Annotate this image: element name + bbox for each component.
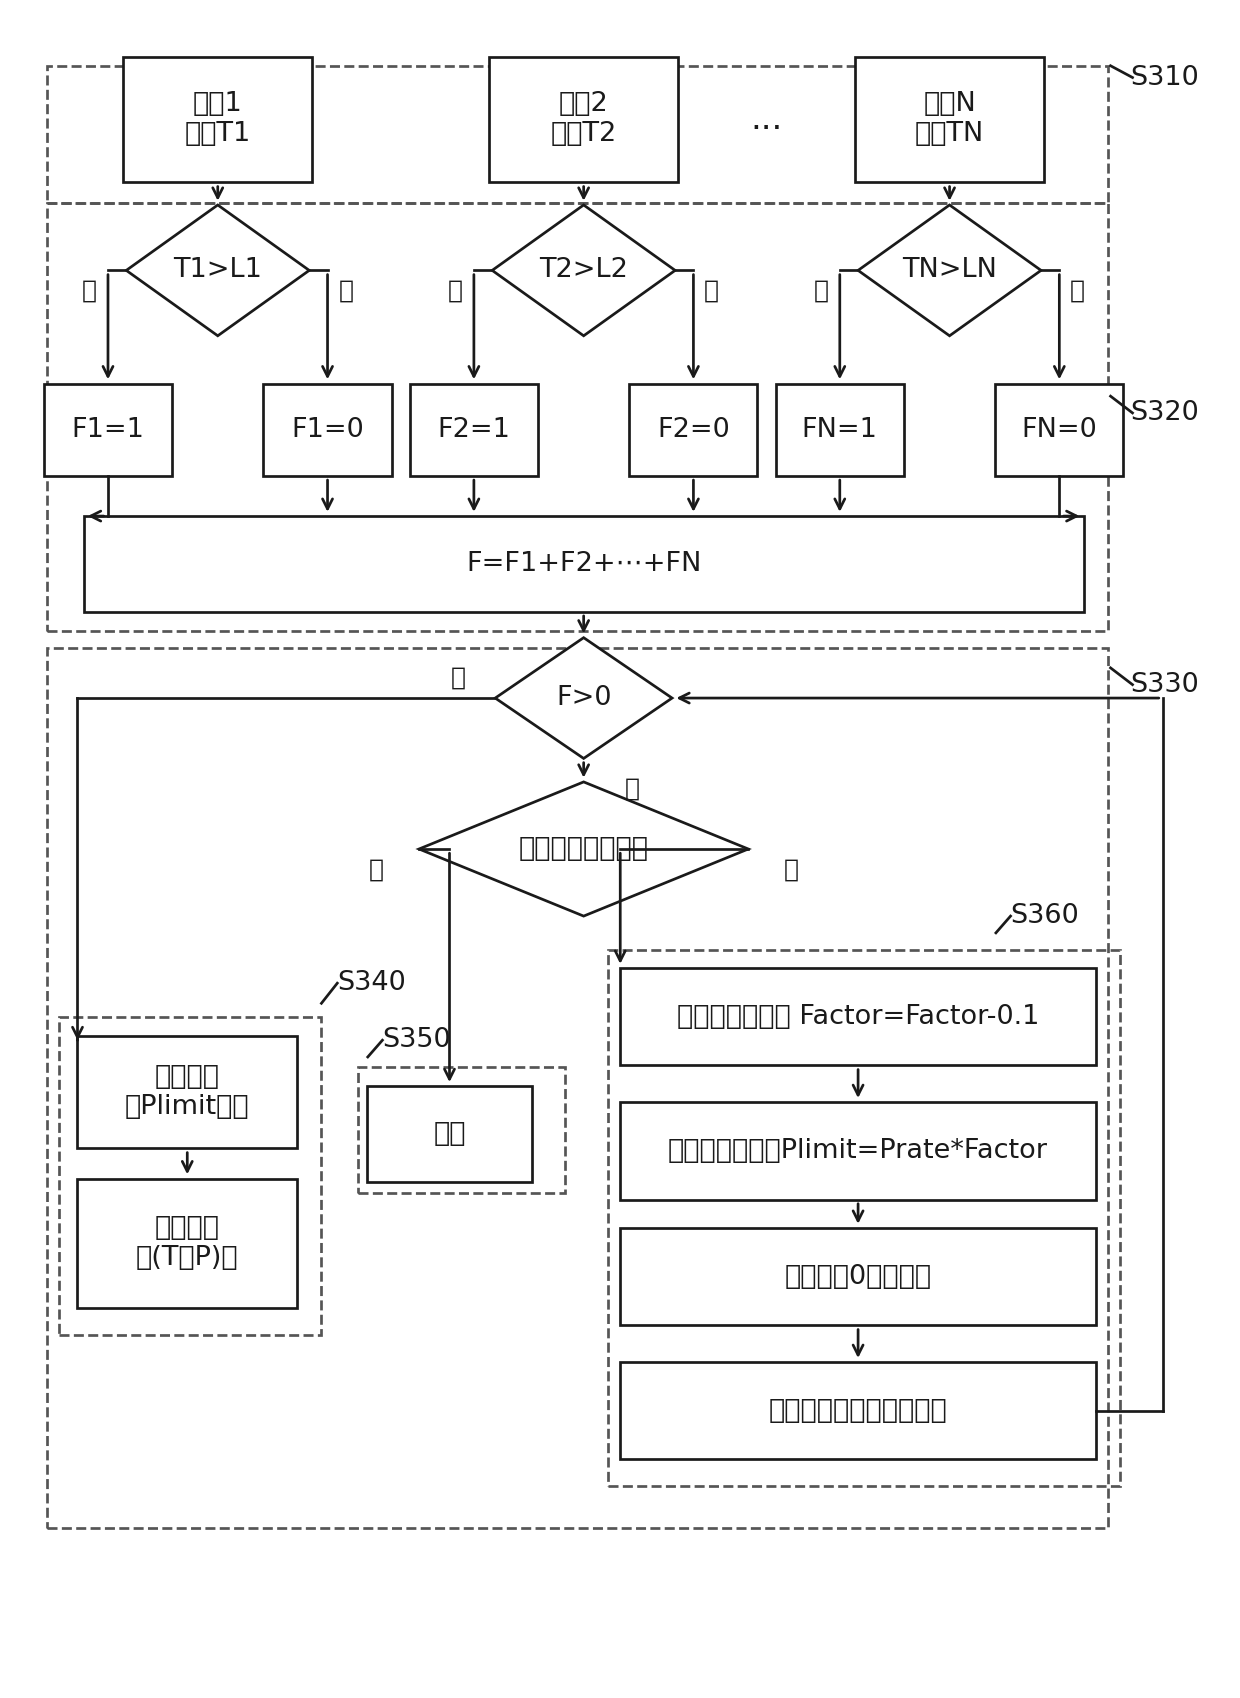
- Text: F1=0: F1=0: [291, 416, 363, 443]
- Bar: [83, 516, 1084, 611]
- Text: 是: 是: [625, 776, 640, 801]
- Bar: [60, 1017, 321, 1335]
- Text: 否: 否: [1070, 278, 1085, 302]
- Text: TN>LN: TN>LN: [901, 258, 997, 284]
- Text: 是: 是: [368, 857, 383, 881]
- Bar: [263, 384, 392, 475]
- Bar: [47, 66, 1107, 204]
- Text: 变桨部件是否超温: 变桨部件是否超温: [518, 835, 649, 863]
- Bar: [620, 968, 1095, 1065]
- Bar: [629, 384, 758, 475]
- Text: 按当前功
率Plimit执行: 按当前功 率Plimit执行: [125, 1065, 249, 1121]
- Text: 是: 是: [813, 278, 828, 302]
- Bar: [620, 1362, 1095, 1460]
- Text: 是: 是: [82, 278, 97, 302]
- Bar: [43, 384, 172, 475]
- Polygon shape: [495, 638, 672, 759]
- Text: F=F1+F2+⋯+FN: F=F1+F2+⋯+FN: [466, 550, 701, 577]
- Text: 是: 是: [448, 278, 463, 302]
- Text: S360: S360: [1011, 903, 1079, 929]
- Bar: [620, 1102, 1095, 1199]
- Text: T2>L2: T2>L2: [539, 258, 627, 284]
- Text: ...: ...: [750, 104, 782, 136]
- Text: 当计时是否大于设定时间: 当计时是否大于设定时间: [769, 1397, 947, 1425]
- Text: FN=1: FN=1: [801, 416, 878, 443]
- Text: 调整限功率因子 Factor=Factor-0.1: 调整限功率因子 Factor=Factor-0.1: [677, 1004, 1039, 1029]
- Text: 否: 否: [339, 278, 353, 302]
- Text: F>0: F>0: [556, 684, 611, 711]
- Text: S310: S310: [1130, 65, 1198, 90]
- Text: F2=1: F2=1: [438, 416, 510, 443]
- Bar: [775, 384, 904, 475]
- Text: 停机: 停机: [433, 1121, 465, 1148]
- Bar: [409, 384, 538, 475]
- Text: 部件2
温度T2: 部件2 温度T2: [551, 92, 616, 148]
- Text: 否: 否: [784, 857, 799, 881]
- Bar: [77, 1036, 296, 1148]
- Bar: [608, 949, 1120, 1486]
- Polygon shape: [126, 205, 309, 336]
- Polygon shape: [492, 205, 675, 336]
- Text: 执行限功率操作Plimit=Prate*Factor: 执行限功率操作Plimit=Prate*Factor: [668, 1138, 1048, 1163]
- Bar: [854, 56, 1044, 182]
- Bar: [77, 1178, 296, 1307]
- Text: 确定当前
的(T，P)点: 确定当前 的(T，P)点: [136, 1216, 238, 1272]
- Bar: [47, 647, 1107, 1528]
- Text: S350: S350: [382, 1027, 451, 1053]
- Bar: [489, 56, 678, 182]
- Text: 部件1
温度T1: 部件1 温度T1: [185, 92, 250, 148]
- Text: 否: 否: [451, 666, 466, 689]
- Text: S340: S340: [337, 970, 405, 997]
- Bar: [123, 56, 312, 182]
- Bar: [620, 1228, 1095, 1326]
- Text: 限功率从0开始计时: 限功率从0开始计时: [784, 1263, 931, 1290]
- Bar: [47, 204, 1107, 632]
- Text: F2=0: F2=0: [657, 416, 729, 443]
- Text: S330: S330: [1130, 672, 1198, 698]
- Bar: [367, 1087, 532, 1182]
- Bar: [358, 1066, 565, 1192]
- Text: 否: 否: [704, 278, 719, 302]
- Text: F1=1: F1=1: [72, 416, 144, 443]
- Polygon shape: [419, 781, 748, 917]
- Text: S320: S320: [1130, 401, 1198, 426]
- Text: 部件N
温度TN: 部件N 温度TN: [915, 92, 983, 148]
- Polygon shape: [858, 205, 1040, 336]
- Bar: [994, 384, 1123, 475]
- Text: FN=0: FN=0: [1021, 416, 1096, 443]
- Text: T1>L1: T1>L1: [174, 258, 262, 284]
